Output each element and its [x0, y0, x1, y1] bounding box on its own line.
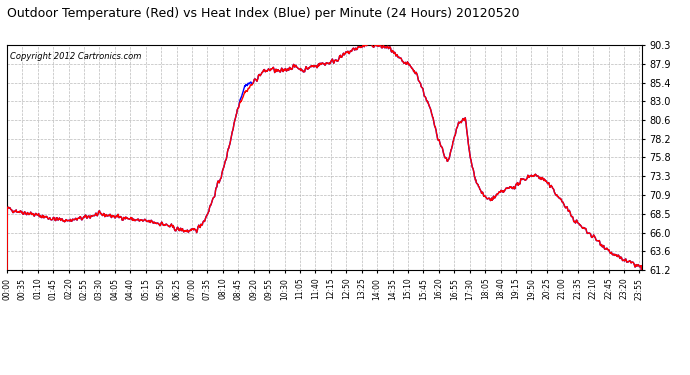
Text: Outdoor Temperature (Red) vs Heat Index (Blue) per Minute (24 Hours) 20120520: Outdoor Temperature (Red) vs Heat Index … [7, 8, 520, 21]
Text: Copyright 2012 Cartronics.com: Copyright 2012 Cartronics.com [10, 52, 141, 61]
